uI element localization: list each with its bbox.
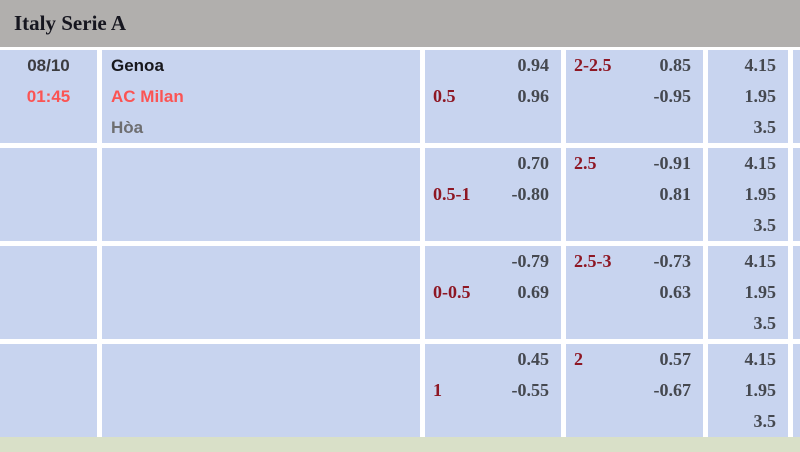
one-x-two-cell: 4.15 1.95 3.5 [708, 344, 788, 437]
handicap-odds-top: 0.70 [517, 153, 550, 173]
empty-line [425, 112, 561, 143]
handicap-cell: -0.79 0-0.5 0.69 [425, 246, 561, 339]
teams-cell [102, 246, 420, 339]
odds-away-win: 1.95 [744, 184, 777, 204]
league-header-bar: Italy Serie A [0, 0, 800, 47]
date-cell [0, 246, 97, 339]
handicap-line: 0-0.5 [433, 282, 471, 302]
over-under-cell: 2.5 -0.91 0.81 [566, 148, 703, 241]
total-line: 2.5 [574, 153, 597, 173]
teams-cell [102, 344, 420, 437]
empty-line [425, 308, 561, 339]
over-odds: -0.91 [653, 153, 692, 173]
odds-draw: 3.5 [753, 411, 777, 431]
over-odds: 0.85 [659, 55, 692, 75]
odds-row: 08/10 01:45 Genoa AC Milan Hòa 0.94 0.5 0… [0, 50, 800, 143]
handicap-odds-bottom: 0.69 [517, 282, 550, 302]
over-under-cell: 2-2.5 0.85 -0.95 [566, 50, 703, 143]
empty-line [425, 210, 561, 241]
odds-home-win: 4.15 [744, 251, 777, 271]
odds-table: 08/10 01:45 Genoa AC Milan Hòa 0.94 0.5 0… [0, 50, 800, 437]
total-line: 2-2.5 [574, 55, 612, 75]
odds-away-win: 1.95 [744, 86, 777, 106]
under-odds: 0.63 [659, 282, 692, 302]
odds-row: 0.70 0.5-1 -0.80 2.5 -0.91 0.81 4.15 1.95 … [0, 148, 800, 241]
handicap-odds-bottom: -0.55 [511, 380, 550, 400]
one-x-two-cell: 4.15 1.95 3.5 [708, 246, 788, 339]
empty-line [566, 112, 703, 143]
over-odds: -0.73 [653, 251, 692, 271]
odds-draw: 3.5 [753, 215, 777, 235]
match-time: 01:45 [26, 87, 71, 106]
handicap-odds-top: 0.45 [517, 349, 550, 369]
extra-cell [793, 50, 800, 143]
handicap-line: 1 [433, 380, 442, 400]
extra-cell [793, 344, 800, 437]
under-odds: -0.67 [653, 380, 692, 400]
handicap-cell: 0.94 0.5 0.96 [425, 50, 561, 143]
handicap-line: 0.5-1 [433, 184, 471, 204]
empty-line [566, 406, 703, 437]
odds-draw: 3.5 [753, 313, 777, 333]
one-x-two-cell: 4.15 1.95 3.5 [708, 148, 788, 241]
one-x-two-cell: 4.15 1.95 3.5 [708, 50, 788, 143]
teams-cell [102, 148, 420, 241]
date-cell: 08/10 01:45 [0, 50, 97, 143]
handicap-line: 0.5 [433, 86, 456, 106]
odds-home-win: 4.15 [744, 153, 777, 173]
handicap-odds-top: -0.79 [511, 251, 550, 271]
handicap-cell: 0.45 1 -0.55 [425, 344, 561, 437]
teams-cell: Genoa AC Milan Hòa [102, 50, 420, 143]
total-line: 2.5-3 [574, 251, 612, 271]
handicap-odds-bottom: 0.96 [517, 86, 550, 106]
handicap-odds-bottom: -0.80 [511, 184, 550, 204]
odds-away-win: 1.95 [744, 380, 777, 400]
odds-row: 0.45 1 -0.55 2 0.57 -0.67 4.15 1.95 3.5 [0, 344, 800, 437]
odds-away-win: 1.95 [744, 282, 777, 302]
odds-home-win: 4.15 [744, 55, 777, 75]
home-team: Genoa [111, 56, 164, 75]
empty-line [425, 406, 561, 437]
match-date: 08/10 [27, 56, 70, 75]
odds-draw: 3.5 [753, 117, 777, 137]
date-cell [0, 344, 97, 437]
away-team: AC Milan [111, 87, 184, 106]
under-odds: -0.95 [653, 86, 692, 106]
over-under-cell: 2 0.57 -0.67 [566, 344, 703, 437]
under-odds: 0.81 [659, 184, 692, 204]
date-cell [0, 148, 97, 241]
odds-home-win: 4.15 [744, 349, 777, 369]
draw-label: Hòa [111, 118, 144, 137]
extra-cell [793, 246, 800, 339]
empty-line [566, 210, 703, 241]
over-odds: 0.57 [659, 349, 692, 369]
empty-line [0, 112, 97, 143]
extra-cell [793, 148, 800, 241]
league-title: Italy Serie A [14, 11, 126, 35]
footer-bar [0, 437, 800, 452]
over-under-cell: 2.5-3 -0.73 0.63 [566, 246, 703, 339]
empty-line [566, 308, 703, 339]
odds-row: -0.79 0-0.5 0.69 2.5-3 -0.73 0.63 4.15 1.9… [0, 246, 800, 339]
handicap-cell: 0.70 0.5-1 -0.80 [425, 148, 561, 241]
handicap-odds-top: 0.94 [517, 55, 550, 75]
total-line: 2 [574, 349, 583, 369]
